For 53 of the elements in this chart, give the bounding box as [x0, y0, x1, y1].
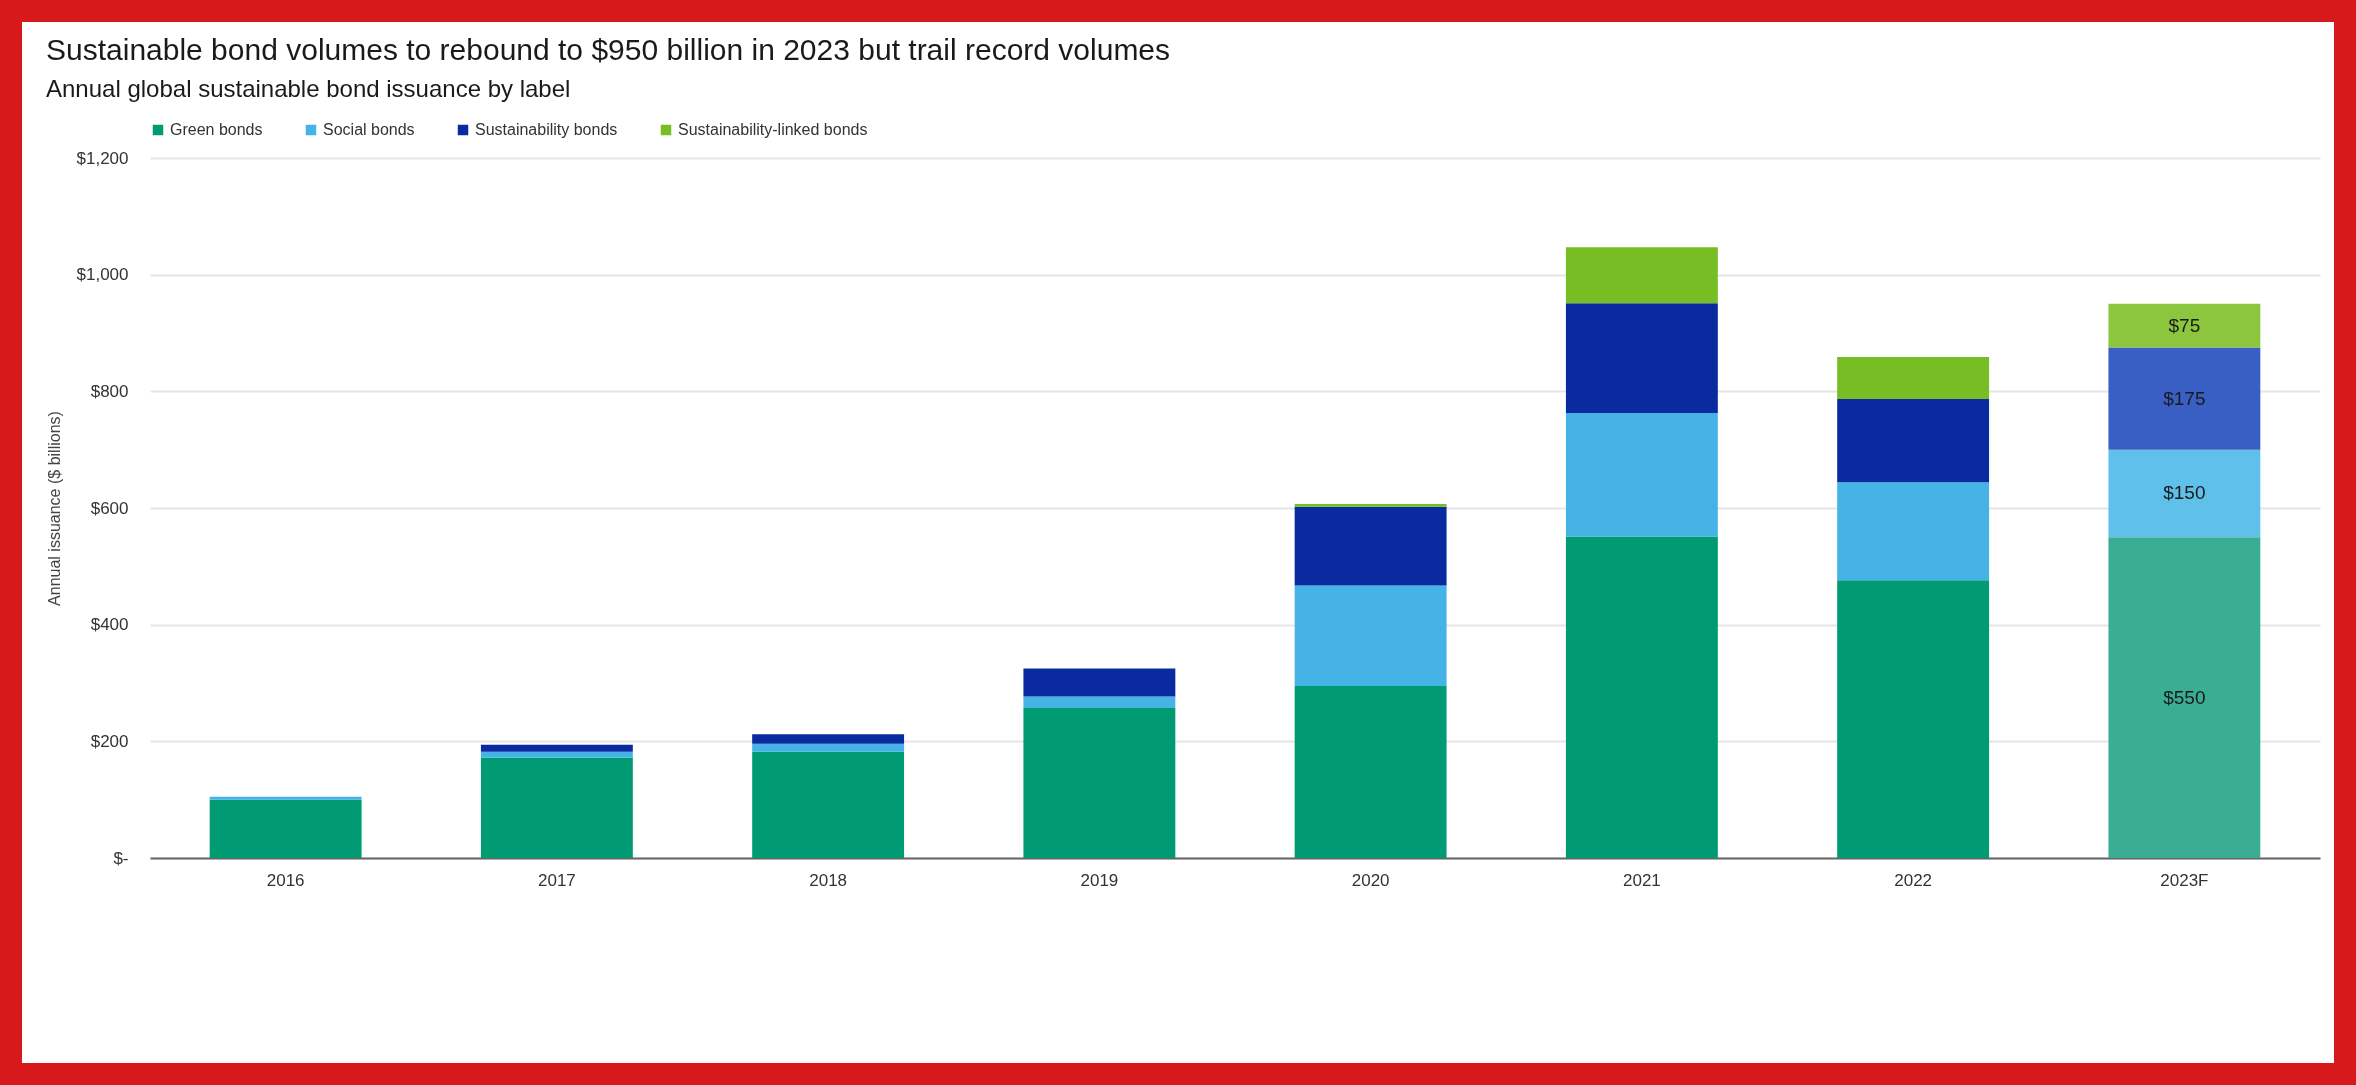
- bar: [1837, 482, 1990, 581]
- y-tick-label: $-: [113, 848, 129, 868]
- bar: [1837, 356, 1990, 399]
- x-tick-label: 2016: [266, 870, 305, 890]
- x-tick-label: 2018: [809, 870, 848, 890]
- bar: [1023, 668, 1176, 697]
- y-tick-label: $800: [90, 381, 129, 401]
- bar: [1565, 412, 1718, 537]
- chart-title: Sustainable bond volumes to rebound to $950 billion in 2023 but trail record volumes: [46, 33, 1171, 66]
- x-tick-label: 2020: [1351, 870, 1390, 890]
- bar: [2108, 537, 2261, 858]
- legend-label: Green bonds: [170, 121, 263, 138]
- bar: [1294, 585, 1447, 686]
- bar: [1565, 536, 1718, 858]
- bar: [1565, 303, 1718, 413]
- x-tick-label: 2022: [1894, 870, 1933, 890]
- legend-label: Sustainability-linked bonds: [678, 121, 868, 138]
- y-tick-label: $200: [90, 731, 129, 751]
- x-tick-label: 2017: [537, 870, 576, 890]
- legend-label: Social bonds: [323, 121, 415, 138]
- bar: [1294, 685, 1447, 858]
- bar: [209, 799, 362, 858]
- bar: [2108, 347, 2261, 450]
- legend-label: Sustainability bonds: [475, 121, 618, 138]
- bar: [752, 751, 905, 858]
- chart-subtitle: Annual global sustainable bond issuance by label: [46, 75, 571, 102]
- bar: [480, 751, 633, 758]
- bar: [480, 757, 633, 858]
- bar: [2108, 449, 2261, 538]
- bar: [752, 743, 905, 752]
- data-label: $150: [2163, 482, 2206, 504]
- bar: [1294, 506, 1447, 586]
- bar: [2108, 303, 2261, 348]
- bar: [480, 744, 633, 752]
- bar: [1294, 503, 1447, 507]
- y-axis-title: Annual issuance ($ billions): [45, 411, 63, 606]
- data-label: $175: [2163, 387, 2206, 409]
- bar: [1837, 398, 1990, 483]
- bar: [1023, 708, 1176, 858]
- y-tick-label: $400: [90, 615, 129, 635]
- x-tick-label: 2023F: [2160, 870, 2209, 890]
- data-label: $75: [2168, 314, 2201, 336]
- bar: [1023, 696, 1176, 709]
- bar: [752, 734, 905, 744]
- data-label: $550: [2163, 686, 2206, 708]
- bar: [1565, 247, 1718, 304]
- x-tick-label: 2019: [1080, 870, 1119, 890]
- bar: [209, 796, 362, 800]
- y-tick-label: $600: [90, 498, 129, 518]
- y-tick-label: $1,000: [76, 265, 129, 285]
- y-tick-label: $1,200: [76, 148, 129, 168]
- x-tick-label: 2021: [1622, 870, 1661, 890]
- bar: [1837, 580, 1990, 858]
